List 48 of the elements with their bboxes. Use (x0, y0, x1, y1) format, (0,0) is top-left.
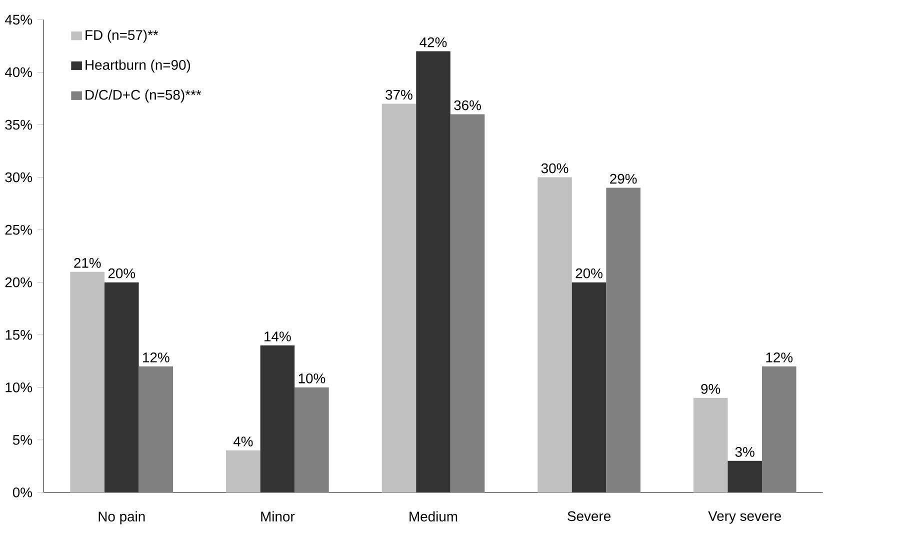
data-label: 10% (298, 373, 326, 384)
y-tick-label: 40% (4, 67, 32, 78)
bar (416, 51, 450, 492)
y-tick-label: 25% (5, 224, 32, 235)
bar (693, 398, 728, 492)
data-label: 37% (386, 90, 412, 100)
x-tick-label: Medium (410, 511, 458, 522)
bar (294, 387, 329, 492)
bar (450, 114, 485, 492)
y-tick-label: 45% (4, 14, 32, 24)
bar (762, 366, 796, 492)
legend-label: Heartburn (n=90) (86, 60, 190, 72)
data-label: 20% (576, 268, 602, 278)
bar (70, 272, 105, 492)
bar (538, 177, 572, 492)
data-label: 20% (108, 268, 136, 278)
y-tick-label: 15% (6, 330, 32, 340)
data-label: 12% (766, 352, 793, 362)
data-label: 21% (74, 258, 101, 268)
y-tick-label: 30% (5, 172, 32, 182)
legend-label: D/C/D+C (n=58)*** (86, 89, 202, 102)
data-label: 4% (233, 436, 253, 446)
y-tick-label: 35% (5, 120, 32, 130)
x-tick-label: Severe (568, 511, 610, 521)
data-label: 14% (264, 331, 291, 342)
bar (606, 188, 640, 492)
y-tick-label: 5% (12, 434, 32, 445)
data-label: 42% (420, 37, 447, 48)
bar (382, 104, 416, 492)
data-label: 29% (610, 174, 637, 184)
data-label: 36% (454, 100, 481, 110)
x-tick-label: No pain (98, 511, 145, 524)
bar (104, 282, 139, 492)
x-tick-label: Minor (261, 511, 295, 522)
data-label: 12% (143, 352, 170, 362)
legend-label: FD (n=57)** (86, 30, 158, 43)
bar (226, 450, 260, 492)
y-tick-label: 0% (12, 487, 32, 498)
bar (260, 345, 295, 492)
bar (138, 366, 174, 492)
bar (728, 460, 762, 492)
x-tick-label: Very severe (708, 511, 781, 524)
data-label: 9% (701, 384, 720, 394)
data-label: 30% (541, 163, 568, 174)
y-tick-label: 10% (6, 382, 32, 392)
bar (572, 282, 606, 492)
y-tick-label: 20% (5, 277, 32, 288)
data-label: 3% (735, 446, 754, 457)
